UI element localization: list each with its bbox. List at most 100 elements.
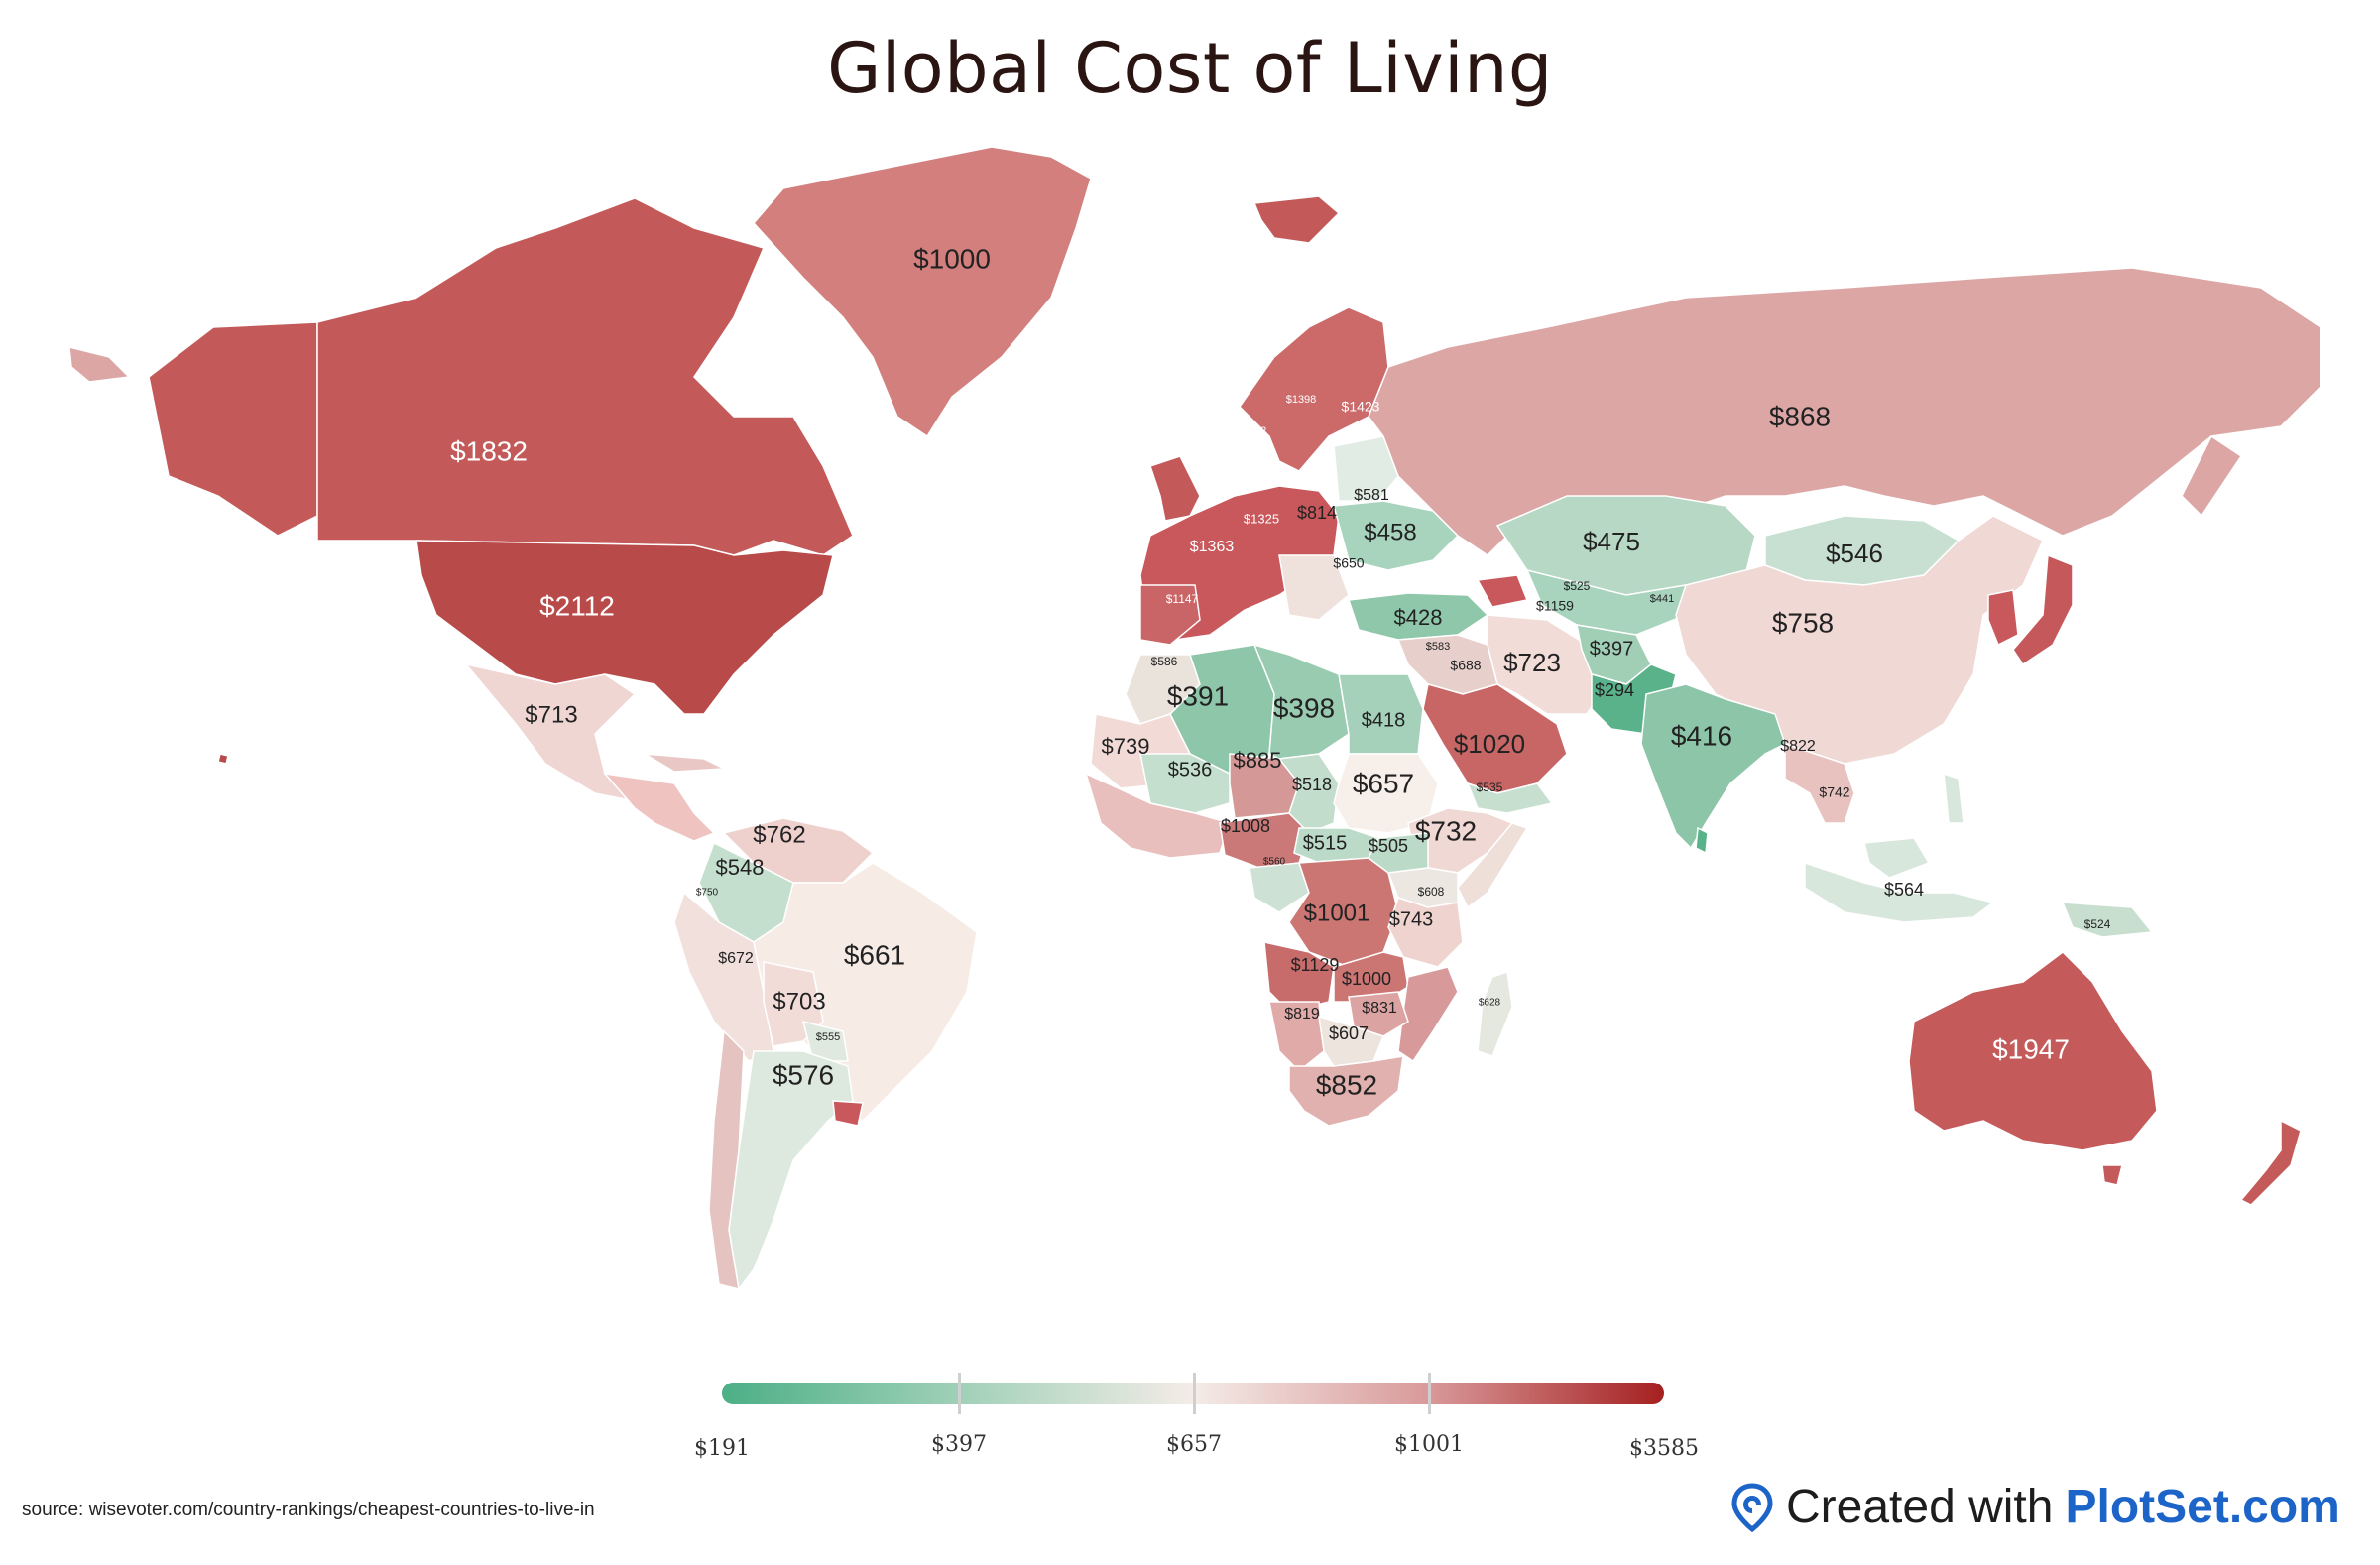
- region-sri-lanka: [1695, 826, 1709, 855]
- region-zimbabwe[interactable]: [1348, 991, 1409, 1037]
- region-balkans[interactable]: [1278, 554, 1350, 621]
- label-sudan: $657: [1353, 768, 1414, 798]
- region-angola[interactable]: [1263, 941, 1335, 1013]
- region-uk[interactable]: [1149, 455, 1201, 522]
- legend-label: $3585: [1629, 1436, 1699, 1461]
- label-tanzania: $743: [1389, 908, 1434, 930]
- region-belarus[interactable]: [1333, 435, 1399, 502]
- region-arabia-south[interactable]: [1466, 782, 1554, 814]
- label-venezuela: $762: [753, 821, 805, 848]
- region-iberia[interactable]: [1139, 584, 1201, 646]
- location-pin-icon: [1731, 1482, 1773, 1532]
- label-mauritania: $739: [1102, 734, 1150, 759]
- small-label: $583: [1426, 641, 1450, 653]
- page-title: Global Cost of Living: [827, 28, 1553, 109]
- small-label: $535: [1477, 781, 1503, 794]
- label-afghanistan: $397: [1590, 638, 1634, 660]
- plotset-credit[interactable]: Created with PlotSet.com: [1730, 1480, 2340, 1534]
- region-japan[interactable]: [2012, 553, 2074, 666]
- region-central-asia[interactable]: [1525, 568, 1687, 636]
- region-ukraine[interactable]: [1333, 500, 1460, 571]
- region-caribbean: [644, 753, 727, 773]
- label-china: $758: [1772, 607, 1834, 638]
- legend-tick: [958, 1373, 961, 1414]
- region-greenland[interactable]: [752, 146, 1092, 438]
- label-papua-new-guinea: $524: [2084, 917, 2111, 931]
- region-iran[interactable]: [1487, 614, 1607, 715]
- region-brazil[interactable]: [753, 862, 978, 1122]
- label-south-sudan: $505: [1368, 836, 1408, 856]
- region-saudi-arabia[interactable]: [1422, 683, 1568, 794]
- region-southeast-asia[interactable]: [1784, 742, 1855, 824]
- label-ethiopia: $732: [1415, 815, 1477, 846]
- label-nigeria: $1008: [1221, 816, 1270, 836]
- label-turkey: $428: [1394, 605, 1443, 630]
- region-central-america[interactable]: [603, 772, 716, 842]
- region-new-zealand[interactable]: [2239, 1119, 2302, 1206]
- small-label: $441: [1650, 593, 1674, 605]
- label-argentina: $576: [773, 1059, 834, 1090]
- region-south-africa[interactable]: [1288, 1055, 1404, 1127]
- region-gabon-congo[interactable]: [1249, 862, 1310, 913]
- region-papua-new-guinea[interactable]: [2061, 902, 2154, 938]
- region-alaska[interactable]: [148, 321, 318, 537]
- region-turkey[interactable]: [1347, 592, 1489, 641]
- region-australia[interactable]: [1908, 951, 2158, 1151]
- region-uruguay[interactable]: [832, 1100, 864, 1127]
- small-label: $608: [1418, 885, 1445, 899]
- small-label: $822: [1780, 738, 1816, 755]
- credit-prefix: Created with: [1786, 1481, 2054, 1533]
- label-mali: $536: [1168, 759, 1213, 781]
- label-bolivia: $703: [773, 988, 825, 1015]
- region-labels: $1000 $1832 $2112 $713 $868 $475 $546 $7…: [450, 243, 2111, 1100]
- region-borneo: [1863, 837, 1931, 879]
- region-iceland[interactable]: [1252, 195, 1341, 244]
- small-label: $688: [1450, 658, 1481, 673]
- source-note: source: wisevoter.com/country-rankings/c…: [22, 1500, 595, 1520]
- small-label: $581: [1354, 487, 1389, 504]
- region-west-africa[interactable]: [1084, 772, 1231, 859]
- region-paraguay[interactable]: [801, 1020, 849, 1062]
- label-brazil: $661: [844, 939, 905, 970]
- region-korea[interactable]: [1987, 589, 2019, 647]
- credit-brand: PlotSet.com: [2065, 1481, 2340, 1533]
- legend-label: $397: [931, 1432, 987, 1457]
- label-algeria: $391: [1167, 680, 1229, 711]
- label-canada: $1832: [450, 435, 528, 466]
- region-sudan[interactable]: [1333, 753, 1439, 834]
- label-zimbabwe: $831: [1362, 1000, 1397, 1017]
- small-label: $1147: [1166, 592, 1199, 606]
- region-united-states[interactable]: [416, 540, 834, 715]
- label-chad: $518: [1292, 775, 1332, 794]
- label-russia: $868: [1769, 401, 1831, 431]
- label-zambia: $1000: [1342, 969, 1391, 989]
- small-label: $1363: [1190, 539, 1235, 555]
- legend-tick: [1193, 1373, 1196, 1414]
- label-botswana: $607: [1329, 1023, 1368, 1043]
- label-niger: $885: [1234, 748, 1282, 773]
- label-united-states: $2112: [539, 590, 615, 621]
- region-mozambique[interactable]: [1397, 966, 1459, 1063]
- region-namibia[interactable]: [1268, 1001, 1325, 1073]
- small-label: $525: [1564, 579, 1591, 593]
- region-india[interactable]: [1640, 683, 1786, 850]
- small-label: $750: [696, 888, 719, 899]
- region-russia-chukotka: [68, 346, 131, 383]
- label-south-africa: $852: [1316, 1069, 1377, 1100]
- label-ukraine: $458: [1364, 519, 1416, 545]
- small-label: $1892: [1237, 425, 1267, 437]
- small-label: $1423: [1342, 399, 1380, 415]
- label-mongolia: $546: [1826, 539, 1883, 568]
- label-angola: $1129: [1291, 955, 1340, 975]
- region-chile[interactable]: [708, 1029, 745, 1291]
- small-label: $2054: [1069, 383, 1100, 395]
- small-label: $586: [1151, 655, 1178, 668]
- region-caucasus[interactable]: [1476, 574, 1529, 608]
- region-madagascar[interactable]: [1477, 971, 1513, 1057]
- region-russia[interactable]: [1368, 267, 2321, 556]
- region-canada[interactable]: [316, 197, 854, 556]
- region-tanzania[interactable]: [1387, 897, 1464, 968]
- small-label: $628: [1479, 998, 1501, 1009]
- region-indonesia[interactable]: [1804, 861, 1995, 923]
